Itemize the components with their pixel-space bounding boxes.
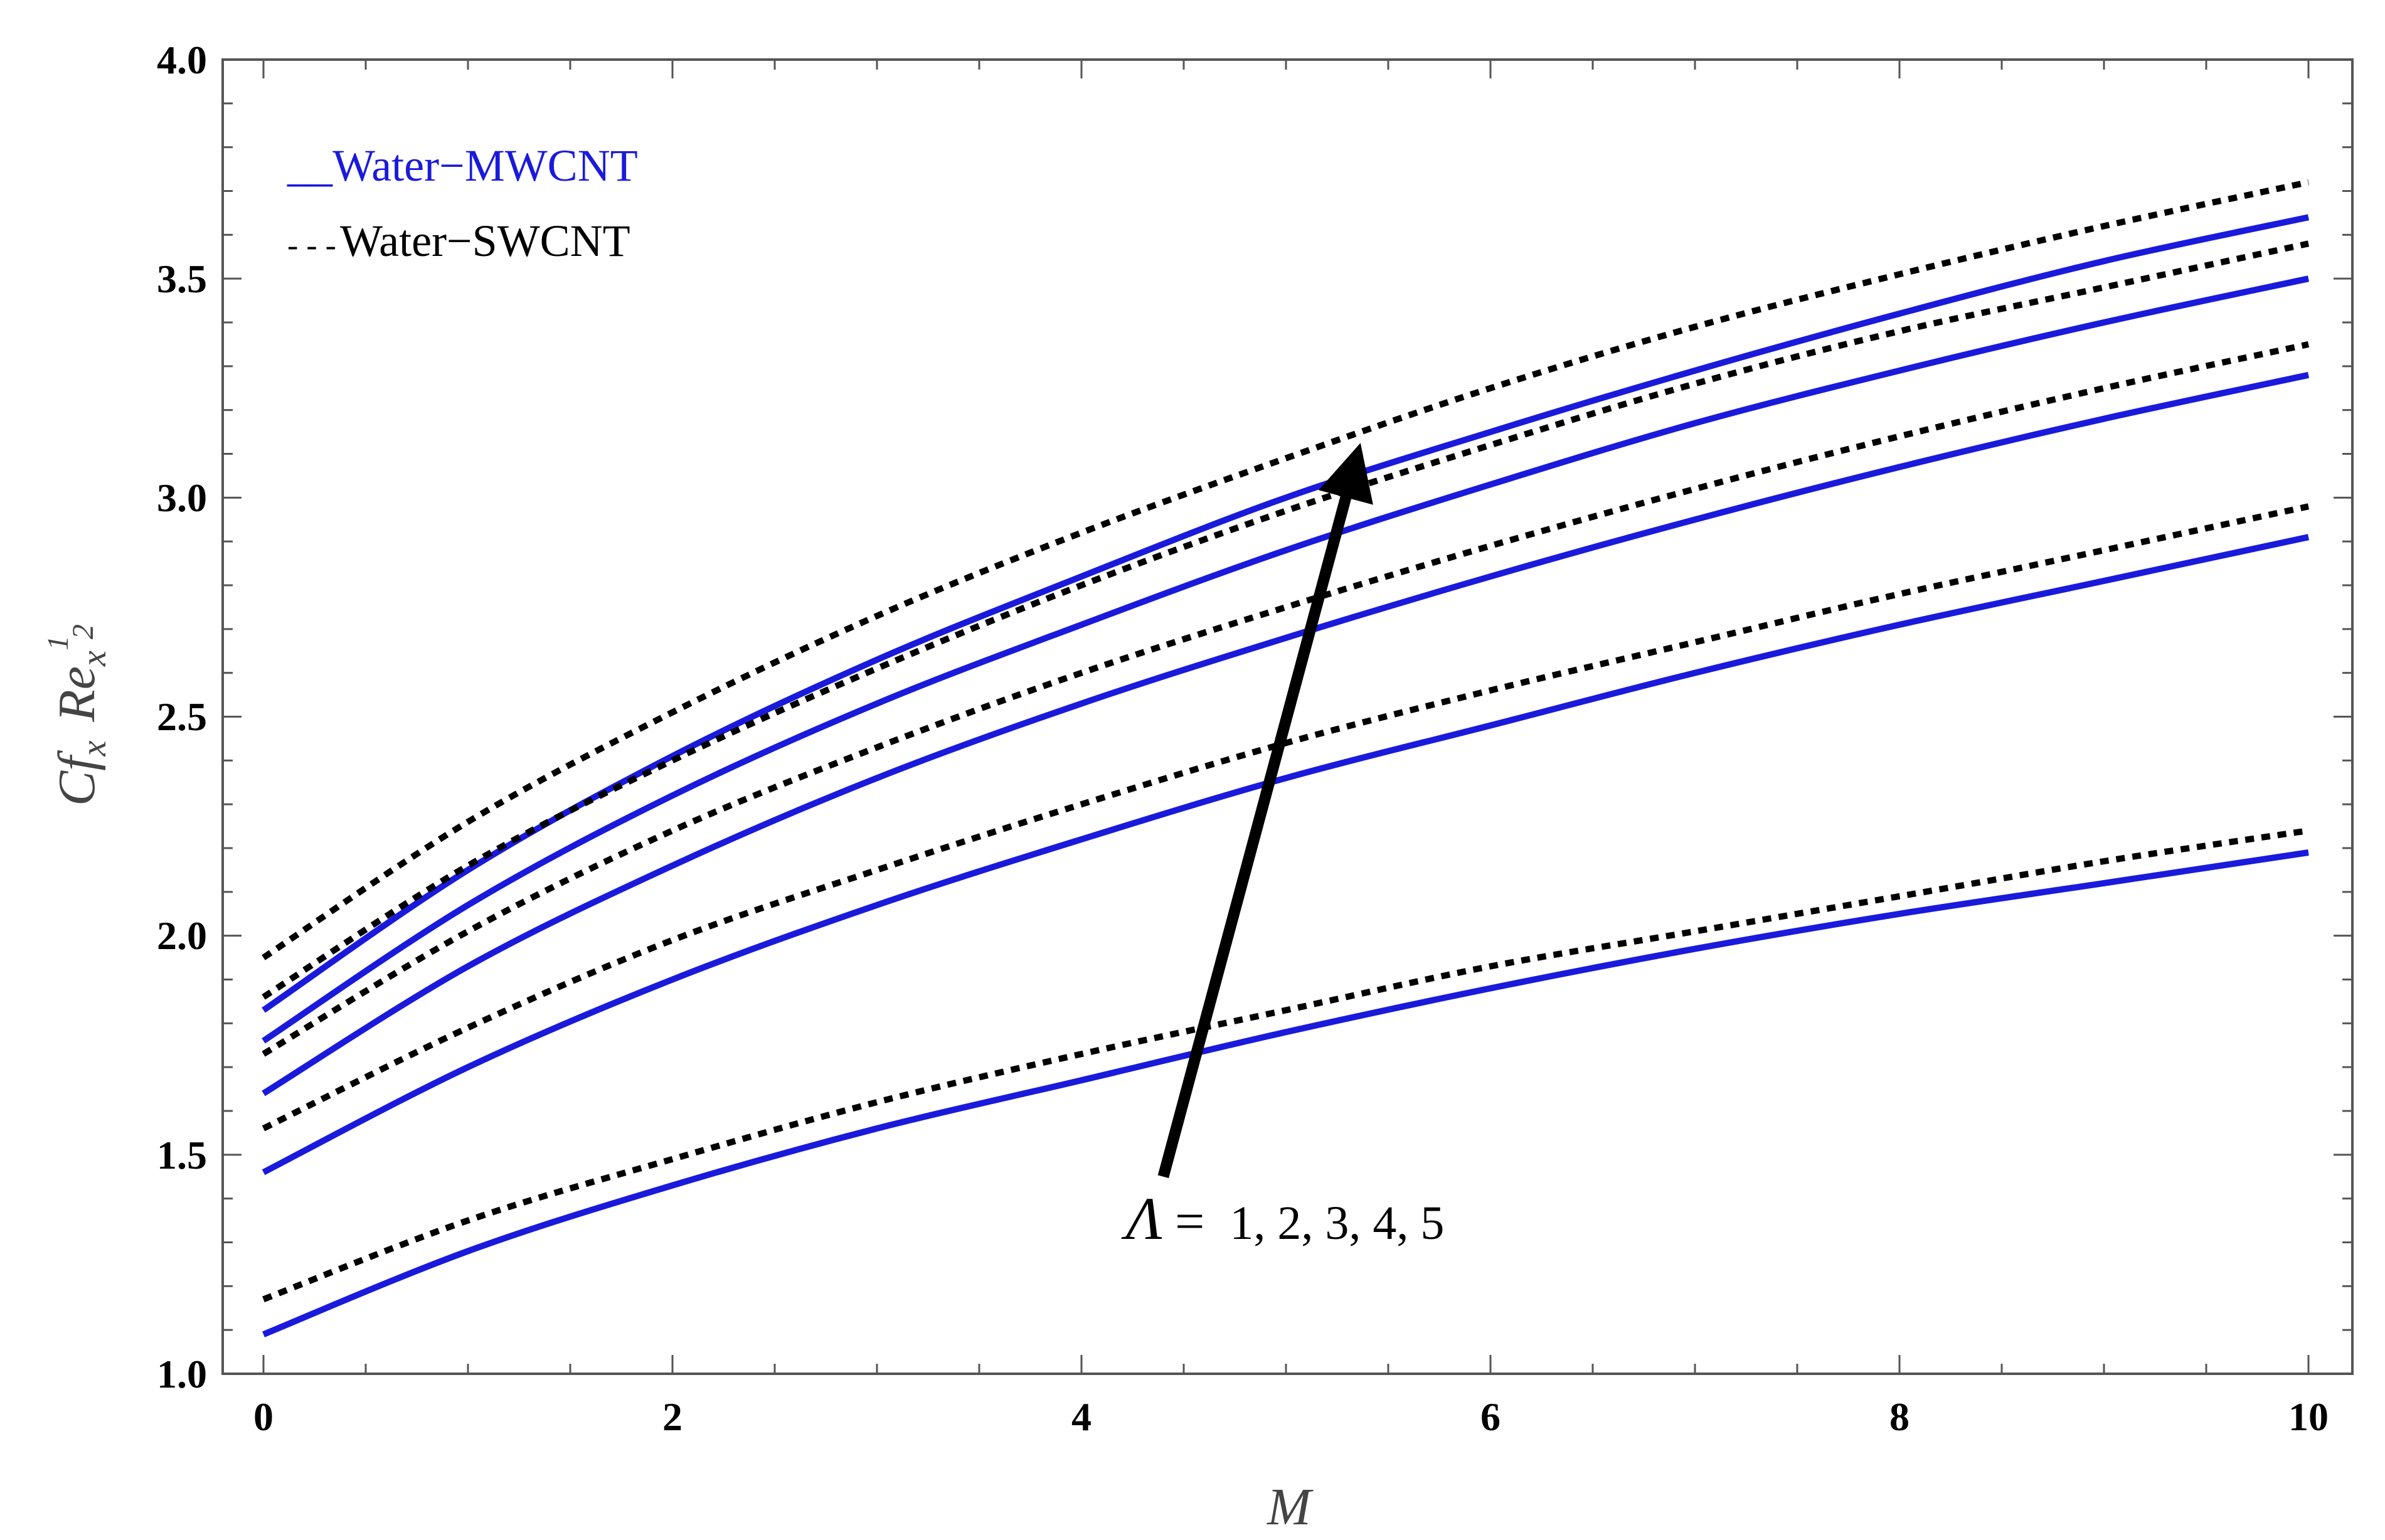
series-line-swcnt	[262, 179, 2310, 960]
y-title-exp-den: 2	[66, 624, 100, 639]
x-tick-label: 8	[1889, 1394, 1910, 1439]
y-title-re: Re	[48, 666, 106, 723]
legend-mwcnt-marker: __	[287, 141, 333, 191]
y-tick-labels: 1.0 1.5 2.0 2.5 3.0 3.5 4.0	[157, 38, 207, 1396]
x-axis-title: M	[1267, 1478, 1314, 1536]
y-tick-label: 4.0	[157, 38, 207, 82]
series-line-mwcnt	[262, 849, 2309, 1337]
x-tick-label: 0	[253, 1394, 274, 1439]
y-tick-label: 2.0	[157, 913, 207, 958]
y-tick-label: 1.0	[157, 1352, 207, 1396]
lambda-values: 1, 2, 3, 4, 5	[1230, 1197, 1444, 1250]
x-tick-labels: 0 2 4 6 8 10	[253, 1394, 2329, 1439]
legend-swcnt-label: Water−SWCNT	[340, 216, 630, 266]
y-title-cf: Cf	[48, 750, 106, 806]
increase-arrow	[1157, 443, 1373, 1179]
y-axis-title: CfxRex12	[41, 624, 114, 806]
legend-item-mwcnt: __Water−MWCNT	[287, 141, 638, 191]
legend-mwcnt-label: Water−MWCNT	[332, 141, 638, 191]
series-line-swcnt	[262, 827, 2309, 1302]
y-title-exp-num: 1	[41, 635, 75, 651]
y-title-cf-sub: x	[75, 740, 114, 757]
series-line-mwcnt	[262, 214, 2310, 1013]
legend-item-swcnt: - - -Water−SWCNT	[287, 216, 630, 266]
series-line-swcnt	[262, 240, 2310, 1000]
series-line-swcnt	[262, 341, 2310, 1057]
legend: __Water−MWCNT - - -Water−SWCNT	[287, 141, 638, 266]
y-title-re-sub: x	[75, 651, 114, 667]
lambda-symbol: Λ	[1121, 1185, 1162, 1252]
legend-swcnt-marker: - - -	[287, 228, 336, 263]
y-tick-label: 3.0	[157, 475, 207, 520]
series-line-mwcnt	[262, 371, 2310, 1097]
x-tick-label: 10	[2288, 1394, 2329, 1439]
y-tick-label: 1.5	[157, 1133, 207, 1177]
series-line-mwcnt	[262, 534, 2310, 1176]
y-tick-marks	[223, 58, 2352, 1375]
y-tick-label: 3.5	[157, 257, 207, 301]
x-tick-marks	[262, 60, 2310, 1374]
series-layer	[262, 179, 2310, 1337]
series-line-mwcnt	[262, 275, 2310, 1044]
x-tick-label: 4	[1071, 1394, 1092, 1439]
lambda-annotation: Λ = 1, 2, 3, 4, 5	[1121, 1185, 1444, 1252]
x-tick-label: 2	[662, 1394, 683, 1439]
y-tick-label: 2.5	[157, 694, 207, 739]
x-tick-label: 6	[1480, 1394, 1501, 1439]
series-line-swcnt	[262, 503, 2310, 1132]
lambda-equals: =	[1175, 1192, 1204, 1251]
svg-text:CfxRex12: CfxRex12	[41, 624, 114, 806]
